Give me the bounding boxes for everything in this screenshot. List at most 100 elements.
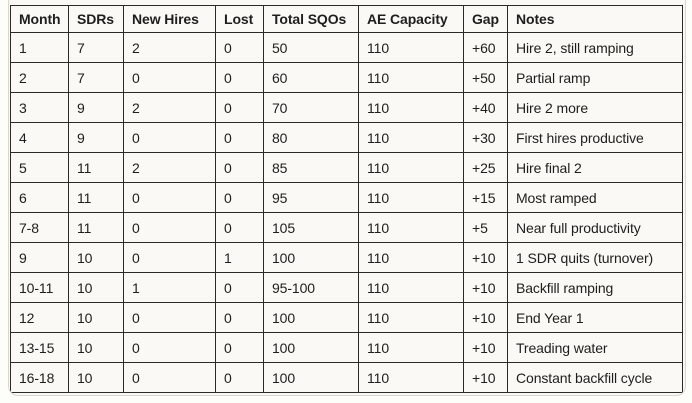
table-cell: 16-18 (10, 362, 69, 393)
table-cell: Treading water (507, 332, 683, 363)
table-cell: 11 (68, 212, 124, 243)
table-cell: 0 (123, 362, 216, 393)
table-cell: 100 (263, 332, 359, 363)
table-cell: 9 (68, 92, 124, 123)
table-cell: +10 (463, 272, 508, 303)
table-cell: Hire 2 more (507, 92, 683, 123)
table-cell: 0 (215, 302, 264, 333)
table-cell: 0 (215, 62, 264, 93)
table-cell: 110 (358, 272, 464, 303)
table-cell: Most ramped (507, 182, 683, 213)
table-cell: 4 (10, 122, 69, 153)
table-cell: 0 (123, 62, 216, 93)
table-cell: 10 (68, 302, 124, 333)
table-cell: 10-11 (10, 272, 69, 303)
table-cell: 0 (215, 182, 264, 213)
table-cell: 110 (358, 362, 464, 393)
table-cell: 6 (10, 182, 69, 213)
table-cell: 3 (10, 92, 69, 123)
table-cell: 10 (68, 272, 124, 303)
table-cell: Hire final 2 (507, 152, 683, 183)
table-cell: 0 (215, 272, 264, 303)
table-cell: +10 (463, 242, 508, 273)
table-header-row: Month SDRs New Hires Lost Total SQOs AE … (10, 5, 683, 33)
table-row: 5 11 2 0 85 110 +25 Hire final 2 (10, 152, 683, 183)
table-cell: +10 (463, 332, 508, 363)
table-cell: 95-100 (263, 272, 359, 303)
table-container: Month SDRs New Hires Lost Total SQOs AE … (8, 0, 686, 396)
table-cell: 95 (263, 182, 359, 213)
table-cell: 100 (263, 302, 359, 333)
table-cell: 110 (358, 62, 464, 93)
sdr-capacity-table: Month SDRs New Hires Lost Total SQOs AE … (10, 5, 683, 393)
table-cell: 2 (123, 32, 216, 63)
table-cell: 50 (263, 32, 359, 63)
header-cell-notes: Notes (507, 5, 683, 33)
table-cell: 0 (215, 362, 264, 393)
table-cell: +60 (463, 32, 508, 63)
table-cell: 7 (68, 62, 124, 93)
table-cell: 100 (263, 362, 359, 393)
table-row: 7-8 11 0 0 105 110 +5 Near full productivity (10, 212, 683, 243)
table-row: 9 10 0 1 100 110 +10 1 SDR quits (turnover) (10, 242, 683, 273)
table-cell: 10 (68, 332, 124, 363)
table-cell: 0 (123, 242, 216, 273)
table-row: 13-15 10 0 0 100 110 +10 Treading water (10, 332, 683, 363)
table-row: 10-11 10 1 0 95-100 110 +10 Backfill ramping (10, 272, 683, 303)
table-cell: 0 (215, 92, 264, 123)
table-cell: 13-15 (10, 332, 69, 363)
table-cell: 60 (263, 62, 359, 93)
table-cell: 2 (10, 62, 69, 93)
table-cell: 7 (68, 32, 124, 63)
table-cell: +10 (463, 362, 508, 393)
table-cell: 12 (10, 302, 69, 333)
table-cell: 0 (215, 32, 264, 63)
header-cell-total-sqos: Total SQOs (263, 5, 359, 33)
table-cell: 0 (123, 302, 216, 333)
table-cell: 10 (68, 362, 124, 393)
header-cell-sdrs: SDRs (68, 5, 124, 33)
table-cell: 9 (68, 122, 124, 153)
table-cell: 70 (263, 92, 359, 123)
table-cell: +30 (463, 122, 508, 153)
table-cell: Hire 2, still ramping (507, 32, 683, 63)
table-cell: 0 (215, 122, 264, 153)
table-cell: +50 (463, 62, 508, 93)
table-cell: 0 (123, 182, 216, 213)
table-cell: 7-8 (10, 212, 69, 243)
table-cell: 5 (10, 152, 69, 183)
table-cell: +10 (463, 302, 508, 333)
table-cell: 110 (358, 92, 464, 123)
table-cell: Near full productivity (507, 212, 683, 243)
table-cell: 100 (263, 242, 359, 273)
table-cell: 105 (263, 212, 359, 243)
table-body: 1 7 2 0 50 110 +60 Hire 2, still ramping 2 7 0 0 60 1… (10, 32, 683, 393)
table-cell: 80 (263, 122, 359, 153)
table-cell: 1 (123, 272, 216, 303)
table-cell: 10 (68, 242, 124, 273)
header-cell-month: Month (10, 5, 69, 33)
table-cell: 0 (215, 212, 264, 243)
table-cell: 110 (358, 32, 464, 63)
table-cell: 2 (123, 92, 216, 123)
table-cell: Partial ramp (507, 62, 683, 93)
header-cell-ae-capacity: AE Capacity (358, 5, 464, 33)
table-cell: End Year 1 (507, 302, 683, 333)
header-cell-gap: Gap (463, 5, 508, 33)
table-row: 2 7 0 0 60 110 +50 Partial ramp (10, 62, 683, 93)
table-row: 6 11 0 0 95 110 +15 Most ramped (10, 182, 683, 213)
header-cell-lost: Lost (215, 5, 264, 33)
header-cell-new-hires: New Hires (123, 5, 216, 33)
table-row: 4 9 0 0 80 110 +30 First hires productive (10, 122, 683, 153)
table-cell: 110 (358, 122, 464, 153)
table-cell: 2 (123, 152, 216, 183)
table-cell: 110 (358, 302, 464, 333)
table-cell: 0 (123, 212, 216, 243)
table-cell: 110 (358, 242, 464, 273)
table-cell: +5 (463, 212, 508, 243)
table-row: 12 10 0 0 100 110 +10 End Year 1 (10, 302, 683, 333)
table-cell: 11 (68, 152, 124, 183)
table-cell: 110 (358, 212, 464, 243)
table-cell: 0 (123, 332, 216, 363)
table-cell: 1 (215, 242, 264, 273)
